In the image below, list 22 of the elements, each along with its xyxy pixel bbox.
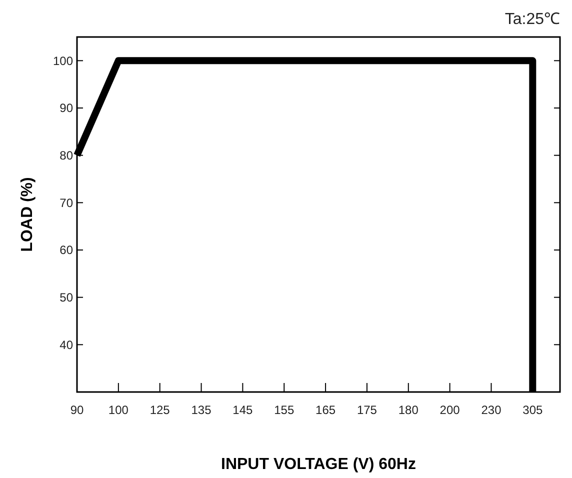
x-axis-title: INPUT VOLTAGE (V) 60Hz	[221, 456, 416, 473]
y-tick-label: 70	[60, 196, 74, 210]
x-tick-label: 200	[440, 403, 460, 417]
y-tick-label: 80	[60, 148, 74, 163]
x-tick-label: 230	[481, 403, 502, 417]
x-tick-label: 180	[398, 403, 419, 417]
x-tick-label: 125	[150, 403, 170, 417]
x-tick-label: 175	[356, 403, 378, 417]
x-tick-label: 135	[191, 403, 212, 417]
y-tick-label: 40	[60, 338, 74, 352]
x-tick-label: 165	[316, 403, 336, 417]
x-tick-label: 155	[274, 403, 294, 417]
y-tick-label: 100	[52, 54, 74, 68]
x-tick-label: 305	[522, 403, 543, 417]
y-tick-label: 60	[60, 243, 74, 258]
x-tick-label: 145	[232, 403, 254, 417]
x-tick-label: 100	[108, 403, 129, 417]
x-tick-label: 90	[70, 403, 84, 417]
y-axis-title: LOAD (%)	[19, 177, 36, 252]
y-tick-label: 50	[60, 290, 74, 305]
text: Ta:25℃	[504, 11, 560, 28]
y-tick-label: 90	[60, 101, 74, 116]
